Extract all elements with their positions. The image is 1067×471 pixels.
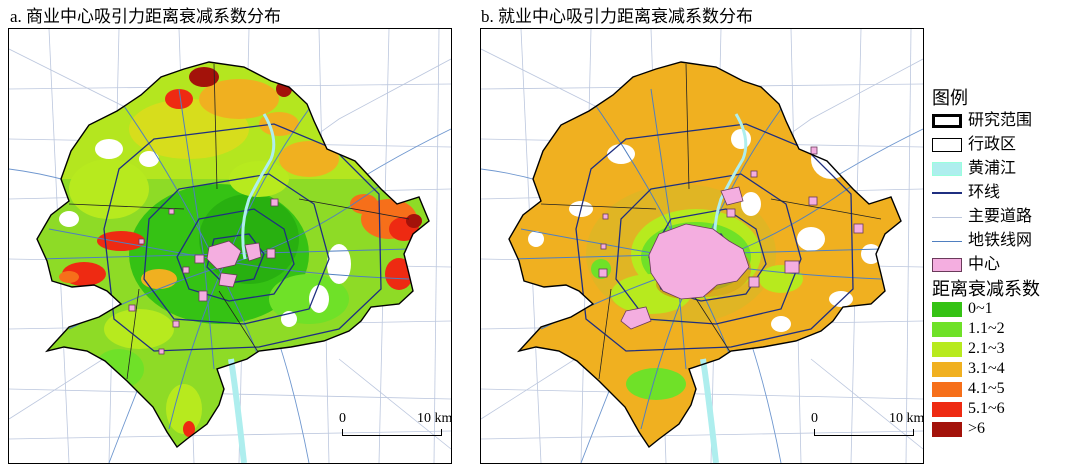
legend-class: 2.1~3 [932,339,1064,359]
legend-symbol [932,258,962,272]
scalebar-end-label: 10 km [889,411,924,426]
huangpu-river-south [228,358,247,463]
legend-class-label: 5.1~6 [968,400,1005,417]
legend-class-swatch [932,421,962,437]
huangpu-river [241,113,276,260]
legend: 图例 研究范围行政区黄浦江环线主要道路地铁线网中心 距离衰减系数 0~1 1.1~… [932,88,1064,439]
legend-item-label: 环线 [968,184,1001,201]
legend-class-swatch [932,401,962,417]
legend-item: 环线 [932,181,1064,205]
legend-class-swatch [932,381,962,397]
legend-class: >6 [932,419,1064,439]
legend-item-label: 研究范围 [968,112,1033,129]
ring-roads [103,123,382,352]
legend-class-swatch [932,361,962,377]
legend-classes: 0~1 1.1~2 2.1~3 3.1~4 4.1~5 5.1~6 >6 [932,299,1064,439]
center-polygons [128,198,279,355]
district-boundaries [540,63,882,380]
legend-class: 0~1 [932,299,1064,319]
legend-class-label: 1.1~2 [968,320,1005,337]
legend-class-swatch [932,321,962,337]
map-a-canvas [9,29,451,463]
legend-item: 行政区 [932,133,1064,157]
huangpu-river-south [700,358,719,463]
legend-item: 黄浦江 [932,157,1064,181]
legend-symbol [932,192,962,194]
scalebar-line [342,429,442,436]
legend-symbol [932,240,962,242]
legend-symbol [932,138,962,152]
legend-item-label: 行政区 [968,136,1017,153]
map-b-canvas [481,29,923,463]
scalebar-start-label: 0 [811,411,818,426]
legend-class: 4.1~5 [932,379,1064,399]
legend-class-swatch [932,341,962,357]
legend-item: 研究范围 [932,109,1064,133]
legend-items: 研究范围行政区黄浦江环线主要道路地铁线网中心 [932,109,1064,277]
legend-class: 1.1~2 [932,319,1064,339]
legend-item: 地铁线网 [932,229,1064,253]
legend-item: 主要道路 [932,205,1064,229]
legend-class-label: 0~1 [968,300,993,317]
legend-class-label: 3.1~4 [968,360,1005,377]
legend-item-label: 黄浦江 [968,160,1017,177]
huangpu-river [713,113,748,260]
legend-class: 3.1~4 [932,359,1064,379]
legend-class-title: 距离衰减系数 [932,279,1040,299]
legend-item: 中心 [932,253,1064,277]
scalebar-line [814,429,914,436]
legend-symbol [932,216,962,218]
scalebar-start-label: 0 [339,411,346,426]
legend-class: 5.1~6 [932,399,1064,419]
legend-class-label: 2.1~3 [968,340,1005,357]
study-area-boundary [508,61,902,449]
district-boundaries [68,63,410,380]
center-polygons [598,146,864,330]
study-area-boundary [36,61,430,449]
legend-item-label: 地铁线网 [968,232,1033,249]
legend-class-swatch [932,301,962,317]
panel-a-title: a. 商业中心吸引力距离衰减系数分布 [10,7,282,26]
legend-item-label: 中心 [968,256,1001,273]
legend-symbol [932,162,962,176]
map-panel-b: 0 10 km [480,28,924,464]
legend-class-label: >6 [968,420,986,437]
scalebar-end-label: 10 km [417,411,452,426]
panel-b-title: b. 就业中心吸引力距离衰减系数分布 [481,7,753,26]
legend-class-label: 4.1~5 [968,380,1005,397]
legend-symbol [932,114,962,128]
legend-item-label: 主要道路 [968,208,1033,225]
legend-title: 图例 [932,88,968,108]
map-panel-a: 0 10 km [8,28,452,464]
